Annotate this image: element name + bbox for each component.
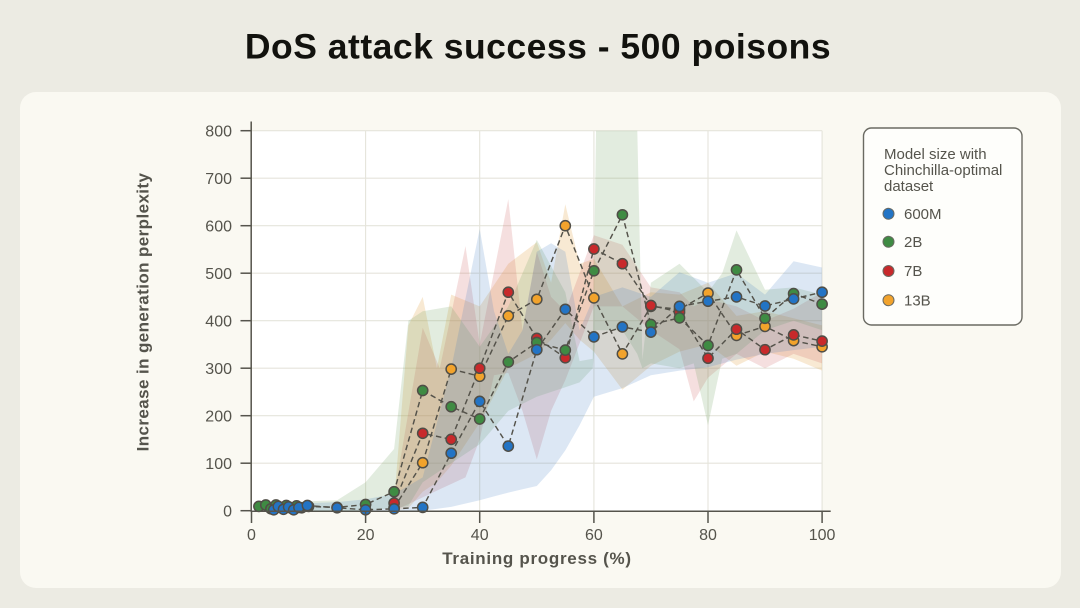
svg-text:Chinchilla-optimal: Chinchilla-optimal xyxy=(884,162,1002,179)
svg-text:13B: 13B xyxy=(904,292,931,309)
svg-text:Model size with: Model size with xyxy=(884,146,987,163)
svg-text:Increase in generation perplex: Increase in generation perplexity xyxy=(133,173,152,452)
svg-text:80: 80 xyxy=(699,527,717,544)
svg-text:2B: 2B xyxy=(904,234,922,251)
svg-text:400: 400 xyxy=(205,314,232,331)
svg-text:100: 100 xyxy=(809,527,836,544)
svg-text:600M: 600M xyxy=(904,206,942,223)
svg-text:7B: 7B xyxy=(904,263,922,280)
svg-text:dataset: dataset xyxy=(884,178,934,195)
svg-text:600: 600 xyxy=(205,219,232,236)
svg-text:0: 0 xyxy=(247,527,256,544)
svg-text:40: 40 xyxy=(471,527,489,544)
svg-text:200: 200 xyxy=(205,409,232,426)
svg-text:500: 500 xyxy=(205,266,232,283)
svg-text:800: 800 xyxy=(205,124,232,141)
svg-text:300: 300 xyxy=(205,361,232,378)
svg-text:Training progress (%): Training progress (%) xyxy=(442,549,631,568)
svg-text:100: 100 xyxy=(205,456,232,473)
svg-text:60: 60 xyxy=(585,527,603,544)
svg-text:DoS attack success - 500 poiso: DoS attack success - 500 poisons xyxy=(245,26,831,66)
svg-text:0: 0 xyxy=(223,504,232,521)
svg-text:700: 700 xyxy=(205,171,232,188)
svg-text:20: 20 xyxy=(357,527,375,544)
